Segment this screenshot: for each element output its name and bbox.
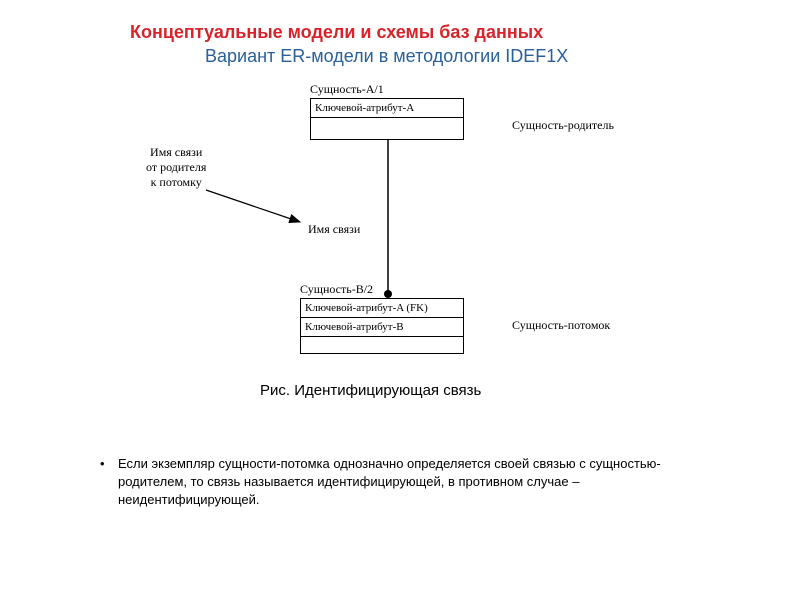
relationship-arrow <box>0 0 800 600</box>
figure-caption: Рис. Идентифицирующая связь <box>260 382 481 399</box>
bullet-paragraph: • Если экземпляр сущности-потомка однозн… <box>100 455 710 509</box>
relationship-line-label: Имя связи <box>308 222 360 236</box>
bullet-marker: • <box>100 455 118 509</box>
relationship-arrow-caption: Имя связи от родителя к потомку <box>146 145 206 190</box>
bullet-text: Если экземпляр сущности-потомка однознач… <box>118 455 710 509</box>
